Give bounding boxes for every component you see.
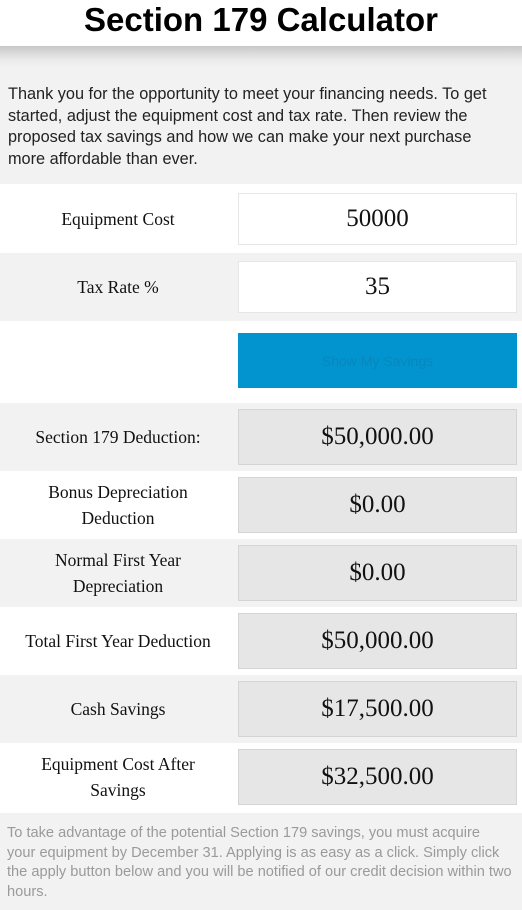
normal-first-year-value: $0.00 bbox=[238, 545, 517, 601]
intro-text: Thank you for the opportunity to meet yo… bbox=[0, 68, 522, 184]
total-first-year-label: Total First Year Deduction bbox=[25, 631, 211, 651]
cost-after-savings-value: $32,500.00 bbox=[238, 749, 517, 805]
action-row: Show My Savings bbox=[0, 321, 522, 403]
equipment-cost-input[interactable]: 50000 bbox=[238, 193, 517, 245]
cost-after-savings-label: Equipment Cost After Savings bbox=[41, 754, 195, 800]
normal-first-year-label: Normal First Year Depreciation bbox=[55, 550, 181, 596]
tax-rate-input[interactable]: 35 bbox=[238, 261, 517, 313]
section179-label: Section 179 Deduction: bbox=[35, 427, 201, 447]
tax-rate-label: Tax Rate % bbox=[77, 277, 159, 297]
total-first-year-row: Total First Year Deduction $50,000.00 bbox=[0, 607, 522, 675]
cash-savings-value: $17,500.00 bbox=[238, 681, 517, 737]
page-title: Section 179 Calculator bbox=[84, 0, 438, 38]
equipment-cost-row: Equipment Cost 50000 bbox=[0, 185, 522, 253]
calculator-header: Section 179 Calculator bbox=[0, 0, 522, 46]
normal-first-year-row: Normal First Year Depreciation $0.00 bbox=[0, 539, 522, 607]
tax-rate-row: Tax Rate % 35 bbox=[0, 253, 522, 321]
bonus-depreciation-row: Bonus Depreciation Deduction $0.00 bbox=[0, 471, 522, 539]
show-savings-button[interactable]: Show My Savings bbox=[238, 333, 517, 388]
total-first-year-value: $50,000.00 bbox=[238, 613, 517, 669]
header-shadow bbox=[0, 46, 522, 68]
equipment-cost-label: Equipment Cost bbox=[61, 209, 175, 229]
cash-savings-label: Cash Savings bbox=[70, 699, 166, 719]
section179-value: $50,000.00 bbox=[238, 409, 517, 465]
cash-savings-row: Cash Savings $17,500.00 bbox=[0, 675, 522, 743]
bonus-depreciation-label: Bonus Depreciation Deduction bbox=[48, 482, 188, 528]
section179-row: Section 179 Deduction: $50,000.00 bbox=[0, 403, 522, 471]
bonus-depreciation-value: $0.00 bbox=[238, 477, 517, 533]
cost-after-savings-row: Equipment Cost After Savings $32,500.00 bbox=[0, 743, 522, 811]
footer-disclaimer: To take advantage of the potential Secti… bbox=[0, 813, 522, 910]
